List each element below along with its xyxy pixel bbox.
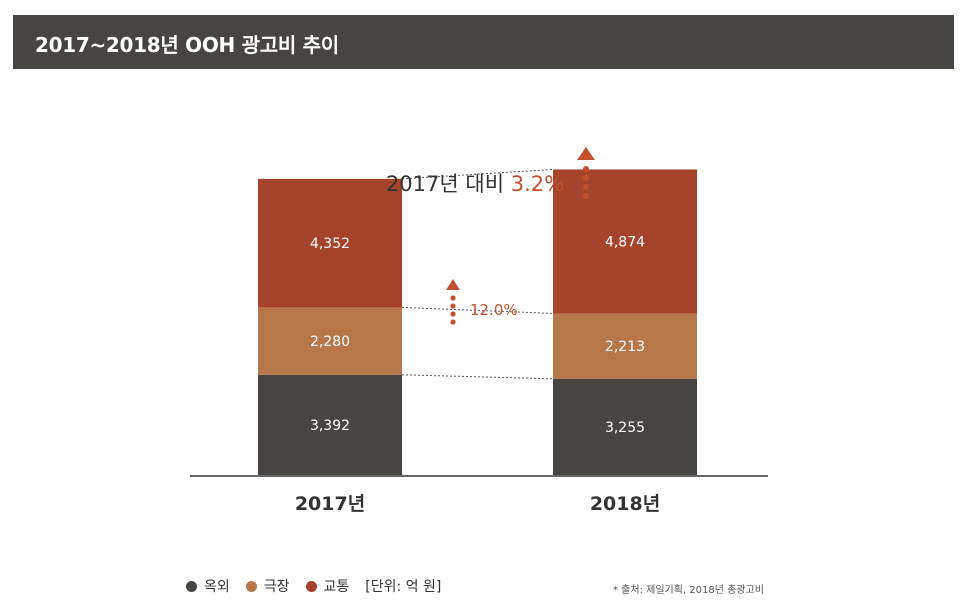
category-label-2017: 2017년: [295, 493, 365, 515]
total-change-value: 3.2%: [511, 172, 564, 196]
legend-item-transit: 교통: [305, 576, 350, 596]
bar-transit-2017: [258, 178, 402, 308]
bar-theater-2018: [553, 313, 697, 379]
bar-theater-2017: [258, 307, 402, 375]
traffic-change-arrow-dot: [450, 311, 456, 317]
traffic-change-up-arrow-icon: [446, 279, 460, 290]
data-label-outdoor-2018: 3,255: [605, 420, 645, 436]
bar-outdoor-2018: [553, 378, 697, 475]
legend-label-transit: 교통: [323, 579, 350, 595]
traffic-change-arrow-dot: [450, 319, 456, 325]
legend: 옥외 극장 교통 [단위: 억 원]: [186, 574, 441, 598]
total-change-arrow-dot: [583, 175, 589, 181]
legend-item-theater: 극장: [245, 576, 290, 596]
connector-line-2: [401, 306, 554, 314]
traffic-change-arrow-dot: [450, 303, 456, 309]
connector-line-1: [401, 374, 554, 380]
category-label-2018: 2018년: [590, 493, 660, 515]
data-label-transit-2017: 4,352: [310, 236, 350, 252]
source-note: * 출처: 제일기획, 2018년 총광고비: [613, 585, 764, 596]
total-change-prefix: 2017년 대비: [386, 172, 511, 196]
bar-outdoor-2017: [258, 374, 402, 475]
legend-dot-theater: [245, 580, 257, 592]
total-change-up-arrow-icon: [577, 147, 595, 160]
total-change-arrow-dot: [583, 166, 589, 172]
data-label-outdoor-2017: 3,392: [310, 418, 350, 434]
data-label-theater-2017: 2,280: [310, 334, 350, 350]
total-change-arrow-dot: [583, 184, 589, 190]
data-label-transit-2018: 4,874: [605, 234, 645, 250]
bar-transit-2018: [553, 169, 697, 314]
total-change-arrow-dot: [583, 193, 589, 199]
unit-label: [단위: 억 원]: [365, 579, 442, 595]
legend-dot-outdoor: [186, 580, 197, 592]
legend-label-outdoor: 옥외: [204, 579, 230, 595]
traffic-change-arrow-dot: [450, 295, 456, 301]
header-bar: 2017~2018년 OOH 광고비 추이: [13, 15, 954, 69]
connector-line-3: [401, 168, 554, 180]
page-title: 2017~2018년 OOH 광고비 추이: [35, 33, 339, 57]
legend-label-theater: 극장: [263, 579, 290, 595]
total-change-text: 2017년 대비 3.2%: [386, 172, 564, 196]
legend-dot-transit: [305, 580, 317, 592]
data-label-theater-2018: 2,213: [605, 339, 645, 355]
legend-item-outdoor: 옥외: [186, 576, 230, 596]
traffic-change-value: 12.0%: [470, 301, 518, 319]
